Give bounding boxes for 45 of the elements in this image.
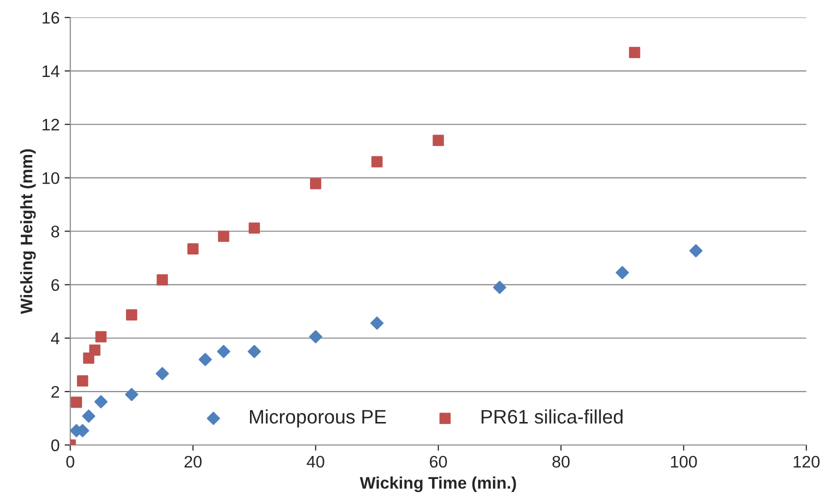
point: [616, 266, 629, 280]
point: [187, 243, 199, 254]
point: [432, 134, 444, 146]
point: [218, 230, 230, 242]
point: [156, 274, 168, 286]
point: [76, 375, 88, 386]
y-tick-label: 2: [51, 386, 60, 398]
point: [156, 367, 169, 380]
x-axis-title: Wicking Time (min.): [360, 476, 516, 492]
point: [198, 352, 212, 366]
point: [70, 396, 82, 408]
y-tick-label: 14: [42, 66, 60, 77]
x-tick-label: 100: [671, 456, 697, 468]
legend-label: Microporous PE: [250, 409, 386, 428]
point: [493, 280, 506, 294]
point: [95, 331, 107, 342]
point: [309, 330, 322, 344]
point: [126, 309, 138, 320]
x-tick-label: 0: [66, 456, 74, 468]
point: [89, 344, 100, 356]
x-tick-label: 60: [430, 456, 447, 468]
y-tick-label: 12: [42, 118, 60, 130]
y-tick-label: 10: [42, 172, 60, 184]
point: [125, 388, 138, 402]
y-tick-label: 8: [51, 226, 60, 238]
legend-label: PR61 silica-filled: [482, 409, 623, 424]
y-axis-title: Wicking Height (mm): [20, 149, 36, 314]
point: [82, 410, 96, 423]
point: [628, 46, 640, 58]
x-tick-label: 80: [552, 456, 570, 468]
point: [217, 344, 230, 358]
x-tick-label: 40: [306, 456, 324, 468]
point: [689, 244, 703, 258]
point: [370, 316, 384, 330]
point: [94, 395, 108, 408]
point: [310, 178, 322, 190]
y-tick-label: 0: [51, 439, 60, 452]
point: [248, 344, 261, 358]
x-tick-label: 20: [184, 456, 202, 468]
y-tick-label: 6: [51, 279, 60, 291]
x-tick-label: 120: [794, 456, 820, 468]
point: [248, 222, 260, 234]
y-tick-label: 16: [42, 12, 60, 24]
y-tick-label: 4: [50, 332, 60, 344]
point: [371, 156, 383, 168]
